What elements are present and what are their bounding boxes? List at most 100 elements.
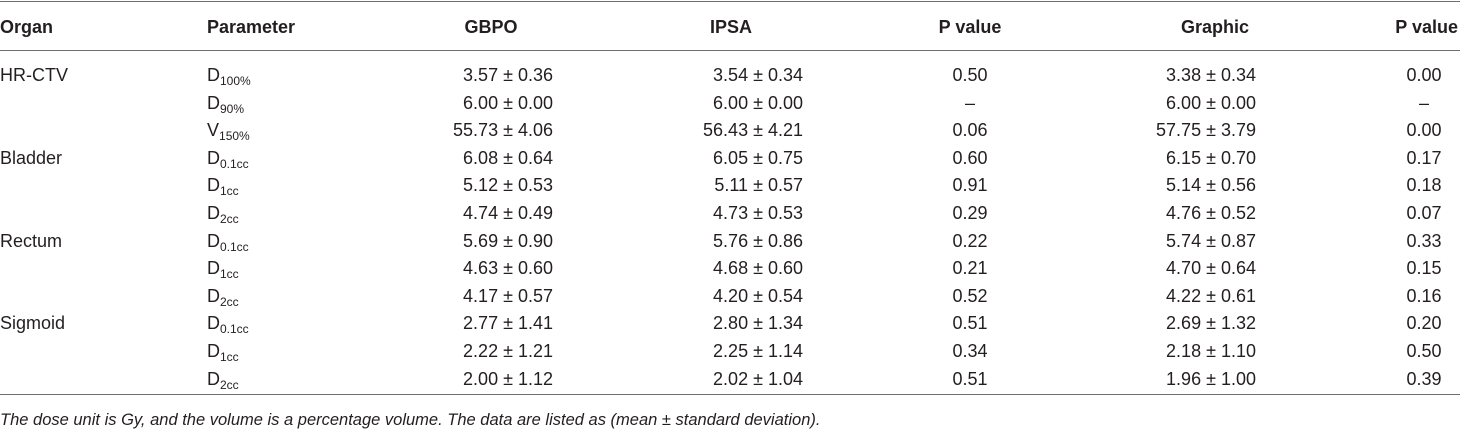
table-cell: – bbox=[964, 92, 976, 113]
table-cell: 2.69 ± 1.32 bbox=[1166, 313, 1256, 334]
table-cell: 0.06 bbox=[952, 120, 988, 141]
table-cell: 0.50 bbox=[952, 65, 988, 85]
parameter: D1cc bbox=[207, 257, 239, 282]
table-cell: 0.51 bbox=[952, 368, 988, 389]
parameter-subscript: 1cc bbox=[220, 350, 239, 364]
organ-label: HR-CTV bbox=[0, 65, 68, 85]
table-cell: 5.14 ± 0.56 bbox=[1166, 175, 1256, 196]
table-cell: 6.00 ± 0.00 bbox=[463, 92, 553, 113]
table-cell: 2.18 ± 1.10 bbox=[1166, 341, 1256, 361]
parameter-base: V bbox=[207, 120, 220, 141]
parameter: D0.1cc bbox=[207, 147, 249, 171]
column-header: Parameter bbox=[207, 17, 296, 37]
parameter-subscript: 2cc bbox=[220, 212, 239, 226]
parameter-base: D bbox=[207, 175, 220, 196]
table-cell: 2.77 ± 1.41 bbox=[463, 313, 553, 334]
table-cell: 5.69 ± 0.90 bbox=[463, 230, 553, 251]
table-cell: 0.00 bbox=[1406, 65, 1442, 85]
parameter: D0.1cc bbox=[207, 312, 249, 337]
table-cell: 6.08 ± 0.64 bbox=[463, 147, 553, 168]
table-cell: 2.22 ± 1.21 bbox=[463, 341, 553, 361]
table-cell: 0.60 bbox=[952, 147, 988, 168]
table-cell: 0.00 bbox=[1406, 120, 1442, 141]
organ-label: Bladder bbox=[0, 147, 63, 168]
parameter: D2cc bbox=[207, 368, 239, 392]
table-cell: 6.05 ± 0.75 bbox=[713, 147, 803, 168]
table-cell: 3.57 ± 0.36 bbox=[463, 65, 553, 85]
column-header: Graphic bbox=[1180, 17, 1250, 37]
parameter-base: D bbox=[207, 285, 220, 306]
table-cell: 0.15 bbox=[1406, 258, 1442, 279]
table-cell: 2.02 ± 1.04 bbox=[713, 368, 803, 389]
table-cell: 4.76 ± 0.52 bbox=[1166, 203, 1256, 223]
table-cell: 3.38 ± 0.34 bbox=[1166, 65, 1256, 85]
parameter-base: D bbox=[207, 258, 220, 279]
parameter-subscript: 2cc bbox=[220, 377, 239, 392]
table-cell: 6.00 ± 0.00 bbox=[713, 92, 803, 113]
parameter: D1cc bbox=[207, 174, 239, 199]
table-cell: 4.68 ± 0.60 bbox=[713, 258, 803, 279]
footnote: The dose unit is Gy, and the volume is a… bbox=[0, 411, 821, 429]
column-header: IPSA bbox=[709, 17, 753, 37]
parameter: D90% bbox=[207, 92, 245, 116]
table-cell: 0.18 bbox=[1406, 175, 1442, 196]
bottom-rule bbox=[0, 394, 1460, 395]
table-cell: 0.21 bbox=[952, 258, 988, 279]
parameter-subscript: 100% bbox=[220, 74, 251, 88]
parameter-base: D bbox=[207, 313, 220, 334]
table-cell: – bbox=[1418, 92, 1430, 113]
table-cell: 0.07 bbox=[1406, 203, 1442, 223]
table-cell: 4.22 ± 0.61 bbox=[1166, 285, 1256, 306]
parameter-subscript: 1cc bbox=[220, 184, 239, 199]
parameter-subscript: 150% bbox=[219, 129, 250, 144]
table-cell: 0.16 bbox=[1406, 285, 1442, 306]
parameter: V150% bbox=[207, 119, 250, 144]
parameter-subscript: 90% bbox=[220, 101, 245, 116]
table-cell: 0.22 bbox=[952, 230, 988, 251]
parameter-base: D bbox=[207, 203, 220, 223]
parameter: D1cc bbox=[207, 340, 239, 364]
parameter-base: D bbox=[207, 65, 220, 85]
table-cell: 6.15 ± 0.70 bbox=[1166, 147, 1256, 168]
table-cell: 6.00 ± 0.00 bbox=[1166, 92, 1256, 113]
table-cell: 4.73 ± 0.53 bbox=[713, 203, 803, 223]
parameter: D2cc bbox=[207, 285, 239, 308]
column-header: P value bbox=[938, 17, 1002, 37]
organ-label: Rectum bbox=[0, 230, 63, 251]
table-cell: 56.43 ± 4.21 bbox=[703, 120, 803, 141]
table-cell: 1.96 ± 1.00 bbox=[1166, 368, 1256, 389]
parameter-base: D bbox=[207, 92, 220, 113]
parameter-subscript: 0.1cc bbox=[220, 156, 249, 171]
table-cell: 4.70 ± 0.64 bbox=[1166, 258, 1256, 279]
top-rule bbox=[0, 1, 1460, 2]
table-cell: 0.33 bbox=[1406, 230, 1442, 251]
parameter: D2cc bbox=[207, 202, 239, 226]
table-cell: 0.91 bbox=[952, 175, 988, 196]
table-cell: 0.51 bbox=[952, 313, 988, 334]
table-cell: 2.25 ± 1.14 bbox=[713, 341, 803, 361]
parameter-base: D bbox=[207, 341, 220, 361]
table-cell: 4.74 ± 0.49 bbox=[463, 203, 553, 223]
parameter-subscript: 1cc bbox=[220, 267, 239, 282]
table-cell: 5.12 ± 0.53 bbox=[463, 175, 553, 196]
table-cell: 2.00 ± 1.12 bbox=[463, 368, 553, 389]
column-header: P value bbox=[1395, 17, 1458, 37]
parameter-base: D bbox=[207, 147, 220, 168]
column-header: Organ bbox=[0, 17, 54, 37]
table-cell: 0.39 bbox=[1406, 368, 1442, 389]
table-cell: 5.74 ± 0.87 bbox=[1166, 230, 1256, 251]
table-cell: 55.73 ± 4.06 bbox=[453, 120, 553, 141]
column-header: GBPO bbox=[464, 17, 518, 37]
table-cell: 0.34 bbox=[952, 341, 988, 361]
table-cell: 3.54 ± 0.34 bbox=[713, 65, 803, 85]
table-cell: 0.50 bbox=[1406, 341, 1442, 361]
organ-label: Sigmoid bbox=[0, 313, 66, 334]
header-rule bbox=[0, 50, 1460, 51]
table-cell: 57.75 ± 3.79 bbox=[1156, 120, 1256, 141]
parameter-subscript: 0.1cc bbox=[220, 322, 249, 337]
parameter-base: D bbox=[207, 368, 220, 389]
table-cell: 0.52 bbox=[952, 285, 988, 306]
table-cell: 0.17 bbox=[1406, 147, 1442, 168]
table-cell: 2.80 ± 1.34 bbox=[713, 313, 803, 334]
